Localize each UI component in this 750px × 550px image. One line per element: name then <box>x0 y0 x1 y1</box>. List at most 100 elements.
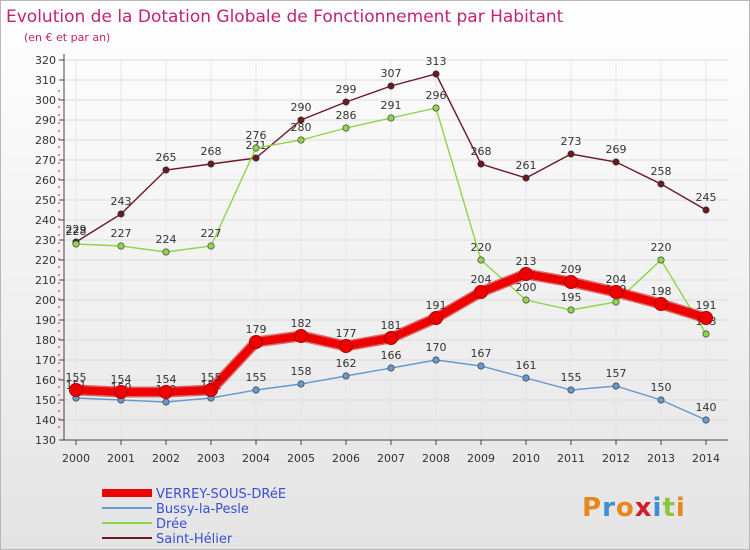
data-label: 181 <box>381 319 402 332</box>
y-tick-label: 270 <box>35 154 56 167</box>
x-tick-label: 2001 <box>107 452 135 465</box>
data-label: 229 <box>66 223 87 236</box>
data-point <box>432 70 440 78</box>
data-label: 204 <box>606 273 627 286</box>
data-point <box>612 382 620 390</box>
chart-title: Evolution de la Dotation Globale de Fonc… <box>6 7 564 27</box>
x-tick-label: 2000 <box>62 452 90 465</box>
data-point <box>117 210 125 218</box>
data-point <box>114 385 128 399</box>
data-label: 150 <box>651 381 672 394</box>
data-point <box>117 242 125 250</box>
y-tick-label: 310 <box>35 74 56 87</box>
data-point <box>657 256 665 264</box>
y-tick-label: 180 <box>35 334 56 347</box>
data-point <box>69 383 83 397</box>
y-tick-label: 280 <box>35 134 56 147</box>
data-point <box>387 364 395 372</box>
data-point <box>207 160 215 168</box>
data-label: 155 <box>246 371 267 384</box>
x-tick-label: 2007 <box>377 452 405 465</box>
data-point <box>567 306 575 314</box>
data-label: 155 <box>201 371 222 384</box>
data-point <box>162 166 170 174</box>
x-tick-label: 2003 <box>197 452 225 465</box>
data-point <box>72 240 80 248</box>
data-point <box>387 82 395 90</box>
data-label: 209 <box>561 263 582 276</box>
y-tick-label: 320 <box>35 54 56 67</box>
data-label: 224 <box>156 233 177 246</box>
data-point <box>522 174 530 182</box>
data-point <box>159 385 173 399</box>
data-point <box>429 311 443 325</box>
data-point <box>252 154 260 162</box>
data-point <box>657 396 665 404</box>
y-tick-label: 220 <box>35 254 56 267</box>
data-point <box>519 267 533 281</box>
x-tick-label: 2008 <box>422 452 450 465</box>
data-point <box>432 104 440 112</box>
data-point <box>297 136 305 144</box>
data-label: 220 <box>471 241 492 254</box>
data-point <box>699 311 713 325</box>
data-point <box>567 386 575 394</box>
data-point <box>567 150 575 158</box>
data-label: 154 <box>156 373 177 386</box>
data-point <box>342 372 350 380</box>
x-axis: 2000 2001 2002 2003 2004 2005 2006 2007 2008 2009… <box>62 60 720 465</box>
legend-label: Drée <box>156 517 187 532</box>
y-tick-label: 210 <box>35 274 56 287</box>
data-point <box>654 297 668 311</box>
data-point <box>297 116 305 124</box>
data-label: 220 <box>651 241 672 254</box>
data-point <box>297 380 305 388</box>
data-point <box>474 285 488 299</box>
data-point <box>252 144 260 152</box>
data-label: 296 <box>426 89 447 102</box>
data-point <box>249 335 263 349</box>
data-label: 177 <box>336 327 357 340</box>
data-label: 200 <box>516 281 537 294</box>
data-label: 265 <box>156 151 177 164</box>
data-label: 161 <box>516 359 537 372</box>
y-tick-label: 130 <box>35 434 56 447</box>
data-point <box>609 285 623 299</box>
data-label: 299 <box>336 83 357 96</box>
data-label: 204 <box>471 273 492 286</box>
data-label: 245 <box>696 191 717 204</box>
x-tick-label: 2006 <box>332 452 360 465</box>
legend-item: Saint-Hélier <box>102 532 233 547</box>
x-tick-label: 2013 <box>647 452 675 465</box>
data-label: 155 <box>66 371 87 384</box>
data-label: 162 <box>336 357 357 370</box>
data-label: 286 <box>336 109 357 122</box>
x-tick-label: 2012 <box>602 452 630 465</box>
y-tick-label: 300 <box>35 94 56 107</box>
data-point <box>612 298 620 306</box>
x-tick-label: 2002 <box>152 452 180 465</box>
y-grid: 130 140 150 160 170 180 190 200 210 220 230 240 250 2… <box>35 54 728 447</box>
data-label: 191 <box>426 299 447 312</box>
data-label: 276 <box>246 129 267 142</box>
data-point <box>522 374 530 382</box>
data-point <box>342 98 350 106</box>
data-label: 273 <box>561 135 582 148</box>
data-point <box>387 114 395 122</box>
y-tick-label: 260 <box>35 174 56 187</box>
data-label: 166 <box>381 349 402 362</box>
data-label: 291 <box>381 99 402 112</box>
data-label: 195 <box>561 291 582 304</box>
x-tick-label: 2010 <box>512 452 540 465</box>
data-label: 155 <box>561 371 582 384</box>
data-label: 191 <box>696 299 717 312</box>
y-tick-label: 190 <box>35 314 56 327</box>
data-point <box>612 158 620 166</box>
data-point <box>207 242 215 250</box>
proxiti-logo: Proxiti <box>582 493 686 523</box>
data-label: 140 <box>696 401 717 414</box>
data-label: 227 <box>111 227 132 240</box>
legend-item: Drée <box>102 517 187 532</box>
data-point <box>252 386 260 394</box>
